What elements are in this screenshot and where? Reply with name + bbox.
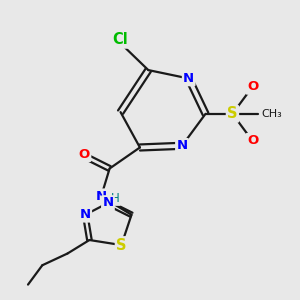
Text: H: H [111,192,120,205]
Text: N: N [96,190,107,203]
Text: O: O [247,80,258,93]
Text: S: S [116,238,127,253]
Text: N: N [176,139,188,152]
Text: O: O [247,134,258,147]
Text: N: N [80,208,91,221]
Text: S: S [227,106,238,121]
Text: Cl: Cl [113,32,128,47]
Text: CH₃: CH₃ [261,109,282,119]
Text: O: O [79,148,90,161]
Text: N: N [183,72,194,85]
Text: N: N [102,196,113,209]
